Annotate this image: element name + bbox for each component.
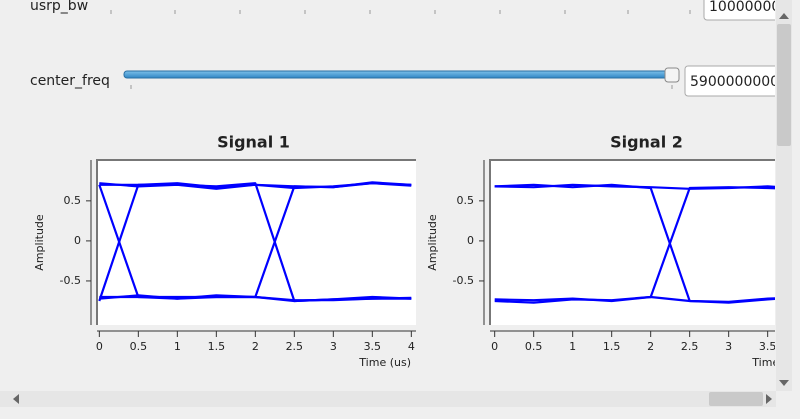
chart: Signal 2 Amplitude Time (us) 0.5 0 -0.5 0 0.5 1 1… <box>426 133 800 369</box>
y-axis-label: Amplitude <box>426 214 439 271</box>
x-tick-label: 0.5 <box>525 340 543 353</box>
x-tick-label: 1.5 <box>208 340 226 353</box>
value-text: 5900000000 <box>690 74 779 90</box>
slider-label: center_freq <box>30 73 110 89</box>
y-axis-label: Amplitude <box>33 214 46 271</box>
signal-trace <box>99 182 412 299</box>
slider-label: usrp_bw <box>30 0 88 14</box>
x-tick-label: 1 <box>174 340 181 353</box>
horizontal-scrollbar[interactable] <box>0 391 776 407</box>
y-tick-label: 0 <box>74 234 81 247</box>
signal-trace <box>494 186 775 303</box>
y-tick-label: -0.5 <box>60 274 81 287</box>
x-tick-label: 3 <box>725 340 732 353</box>
x-tick-label: 2.5 <box>681 340 699 353</box>
x-tick-label: 4 <box>408 340 415 353</box>
chart: Signal 1 Amplitude Time (us) 0.5 0 -0.5 0 0.5 1 1… <box>33 133 416 369</box>
chart-title: Signal 1 <box>217 133 290 152</box>
y-tick-label: 0.5 <box>64 194 82 207</box>
x-axis-label: Time (us) <box>751 356 800 369</box>
value-box[interactable] <box>703 0 794 21</box>
x-tick-label: 1.5 <box>603 340 621 353</box>
x-tick-label: 3.5 <box>364 340 382 353</box>
x-tick-label: 2 <box>252 340 259 353</box>
slider-handle[interactable] <box>664 67 680 83</box>
signal-trace <box>99 182 412 303</box>
signal-trace <box>494 183 775 304</box>
slider-ticks <box>130 85 673 89</box>
plot-frame <box>96 159 416 325</box>
x-axis-label: Time (us) <box>358 356 411 369</box>
x-tick-label: 3 <box>330 340 337 353</box>
x-tick-label: 2 <box>647 340 654 353</box>
x-tick-label: 0.5 <box>130 340 148 353</box>
y-tick-label: -0.5 <box>453 274 474 287</box>
x-tick-label: 3.5 <box>759 340 777 353</box>
y-tick-label: 0 <box>467 234 474 247</box>
vertical-scrollbar[interactable] <box>776 0 792 391</box>
slider-ticks <box>110 10 691 14</box>
value-text: 10000000 <box>709 0 780 15</box>
plot-frame <box>489 159 775 325</box>
x-tick-label: 1 <box>569 340 576 353</box>
chart-title: Signal 2 <box>610 133 683 152</box>
x-tick-label: 0 <box>96 340 103 353</box>
y-tick-label: 0.5 <box>457 194 475 207</box>
value-box[interactable] <box>684 65 785 97</box>
x-tick-label: 2.5 <box>286 340 304 353</box>
slider-track[interactable] <box>123 70 675 79</box>
x-tick-label: 0 <box>491 340 498 353</box>
